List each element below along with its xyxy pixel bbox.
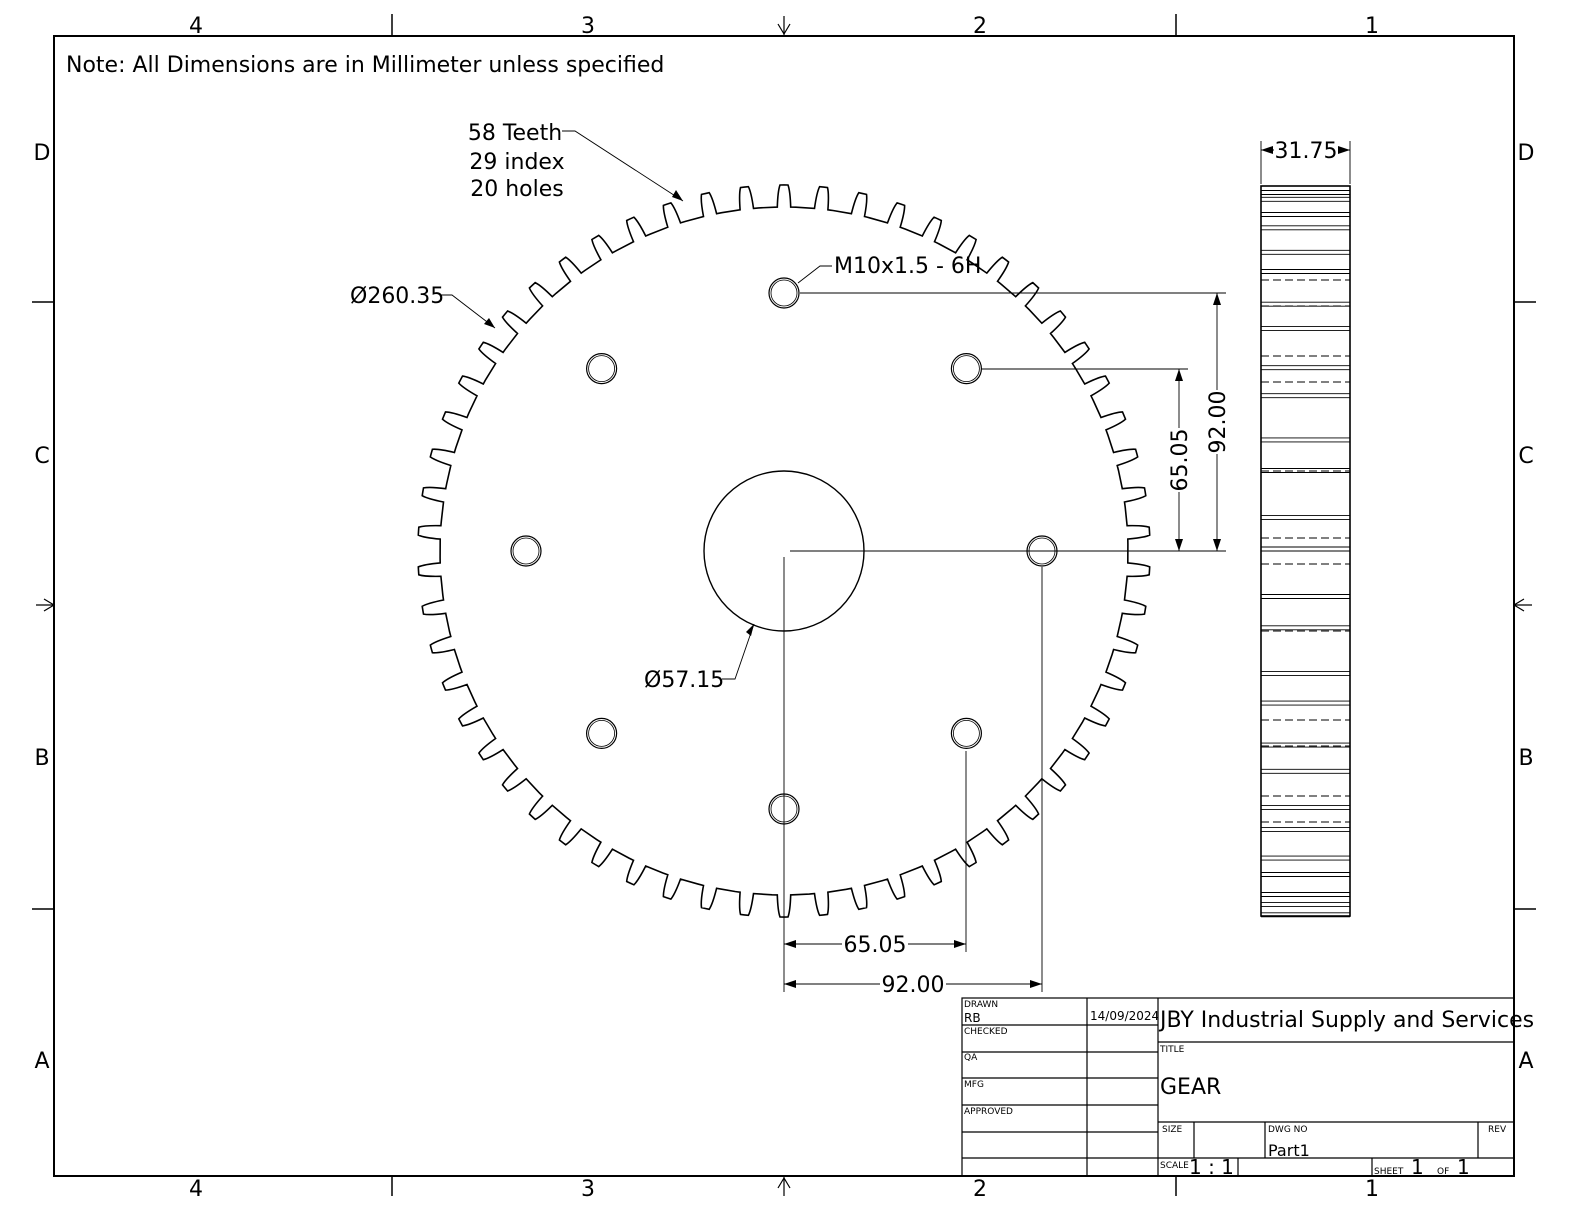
bolt-hole: [512, 537, 540, 565]
zone-col-label: 2: [973, 1177, 987, 1202]
bolt-hole: [770, 279, 798, 307]
rev-label: REV: [1488, 1125, 1507, 1135]
zone-col-label: 3: [581, 14, 595, 39]
zone-col-label: 1: [1365, 1177, 1379, 1202]
zone-row-label: A: [1518, 1049, 1533, 1074]
dimension-note: Note: All Dimensions are in Millimeter u…: [66, 53, 664, 78]
of-label: OF: [1437, 1167, 1449, 1177]
bolt-hole: [953, 720, 980, 747]
drawing-number: Part1: [1268, 1141, 1310, 1160]
approved-label: APPROVED: [964, 1107, 1013, 1117]
gear-tooth-profile: [417, 184, 1151, 918]
bolt-hole: [510, 535, 542, 567]
holes-label: 20 holes: [470, 177, 564, 202]
outer-diameter-label: Ø260.35: [350, 284, 444, 309]
bolt-hole: [950, 353, 983, 385]
zone-row-label: D: [34, 141, 51, 166]
qa-label: QA: [964, 1053, 978, 1063]
drawn-by: RB: [964, 1011, 981, 1025]
bolt-hole: [588, 720, 615, 747]
bolt-hole: [585, 353, 618, 385]
bolt-hole: [768, 277, 800, 309]
mfg-label: MFG: [964, 1080, 984, 1090]
company-name: JBY Industrial Supply and Services: [1158, 1008, 1534, 1033]
gear-side-view: 31.75: [1260, 138, 1351, 918]
zone-row-label: B: [34, 746, 49, 771]
zone-row-label: C: [34, 444, 49, 469]
zone-col-label: 3: [581, 1177, 595, 1202]
bolt-hole: [953, 355, 980, 383]
sheet-number: 1: [1411, 1155, 1424, 1179]
centering-marks: [36, 16, 1532, 1196]
bolt-hole: [950, 717, 983, 750]
scale-value: 1 : 1: [1189, 1155, 1234, 1179]
zone-row-label: C: [1518, 444, 1533, 469]
size-label: SIZE: [1162, 1125, 1183, 1135]
bolt-hole: [588, 355, 615, 383]
drawing-title: GEAR: [1160, 1075, 1221, 1100]
dimension-arrows: [484, 190, 1221, 988]
dimension-lines: [440, 130, 1226, 992]
zone-col-label: 4: [189, 14, 203, 39]
width-dimension: 31.75: [1275, 139, 1338, 164]
zone-col-label: 4: [189, 1177, 203, 1202]
title-block: DRAWN CHECKED QA MFG APPROVED TITLE SIZE…: [961, 997, 1534, 1179]
zone-row-label: B: [1518, 746, 1533, 771]
sheet-label: SHEET: [1374, 1167, 1404, 1177]
scale-label: SCALE: [1160, 1161, 1189, 1171]
zone-col-label: 1: [1365, 14, 1379, 39]
dimension-65-vertical: 65.05: [1168, 429, 1193, 492]
drawn-label: DRAWN: [964, 1000, 998, 1010]
zone-col-label: 2: [973, 14, 987, 39]
title-label: TITLE: [1159, 1045, 1185, 1055]
dimension-92-horizontal: 92.00: [882, 973, 945, 998]
dwgno-label: DWG NO: [1268, 1125, 1307, 1135]
zone-row-label: D: [1518, 141, 1535, 166]
bolt-hole: [585, 717, 618, 750]
index-label: 29 index: [469, 150, 564, 175]
bore-diameter-label: Ø57.15: [644, 668, 724, 693]
checked-label: CHECKED: [964, 1027, 1008, 1037]
dimension-92-vertical: 92.00: [1206, 391, 1231, 454]
zone-row-label: A: [34, 1049, 49, 1074]
thread-spec-label: M10x1.5 - 6H: [834, 254, 981, 279]
sheet-total: 1: [1457, 1155, 1470, 1179]
dimension-65-horizontal: 65.05: [844, 933, 907, 958]
drawn-date: 14/09/2024: [1090, 1009, 1159, 1023]
zone-labels: 4 3 2 1 4 3 2 1 D C B A D C B A: [34, 14, 1535, 1202]
zone-ticks: [32, 14, 1536, 1196]
teeth-count-label: 58 Teeth: [468, 121, 562, 146]
dimension-texts: 58 Teeth 29 index 20 holes Ø260.35 Ø57.1…: [350, 121, 1231, 998]
